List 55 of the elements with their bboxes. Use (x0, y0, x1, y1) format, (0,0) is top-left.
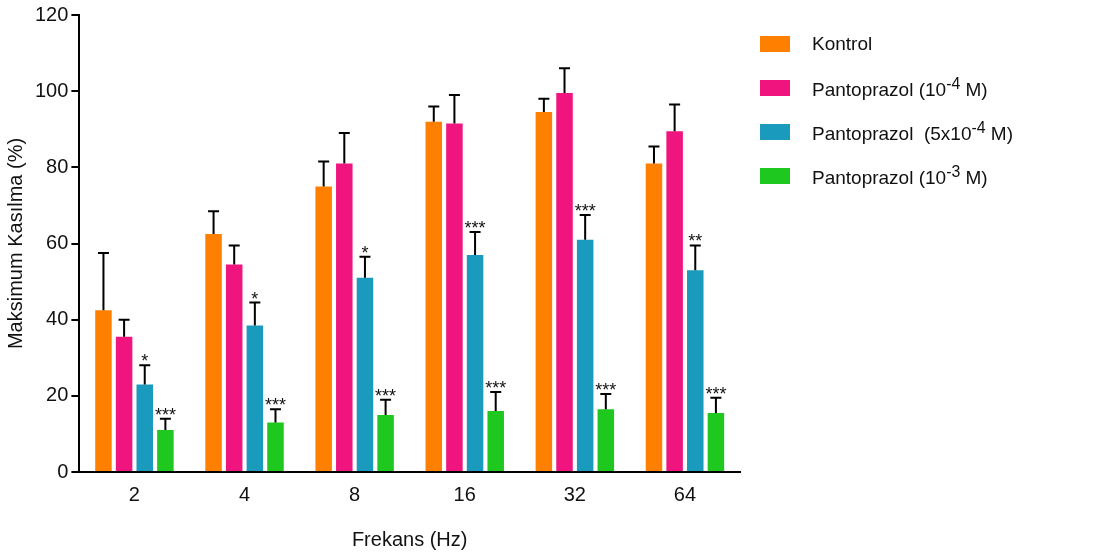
annotation: *** (705, 383, 727, 404)
x-tick-label: 8 (349, 482, 361, 505)
legend-label: Pantoprazol (10$^{-3}$ M) (812, 162, 988, 190)
bar (315, 186, 332, 471)
x-tick-label: 2 (128, 482, 140, 505)
y-tick-label: 120 (34, 2, 69, 25)
bar (597, 409, 615, 471)
annotation: * (141, 351, 149, 372)
bar (645, 163, 663, 471)
annotation: * (361, 242, 369, 263)
bar (136, 384, 153, 471)
annotation: *** (595, 379, 617, 400)
x-tick-label: 16 (453, 482, 476, 505)
bar (115, 336, 133, 471)
y-tick-label: 40 (46, 307, 69, 330)
x-tick-label: 32 (563, 482, 586, 505)
bar (377, 414, 394, 471)
annotation: *** (485, 378, 507, 399)
bar (466, 254, 484, 471)
bar (687, 270, 704, 471)
legend-label: Kontrol (812, 33, 873, 55)
annotation: *** (574, 200, 596, 221)
y-tick-label: 0 (57, 459, 69, 482)
y-tick-label: 80 (46, 154, 69, 177)
bar (425, 121, 443, 471)
bar (336, 163, 353, 471)
bar (446, 123, 463, 471)
y-tick-label: 60 (46, 231, 69, 254)
legend-label: Pantoprazol (5x10$^{-4}$ M) (812, 118, 1014, 146)
y-tick-label: 100 (34, 78, 69, 101)
bar (666, 131, 683, 471)
bar (707, 412, 725, 471)
annotation: *** (464, 218, 486, 239)
bar (576, 239, 594, 471)
annotation: * (251, 288, 259, 309)
annotation: ** (688, 231, 703, 252)
annotation: *** (264, 395, 286, 416)
bar (95, 310, 112, 471)
x-tick-label: 64 (673, 482, 697, 505)
annotation: *** (154, 404, 176, 425)
y-axis-title: Maksimum Kasılma (%) (3, 137, 26, 350)
x-axis-title: Frekans (Hz) (351, 527, 468, 550)
bar (205, 233, 222, 471)
bar (356, 277, 374, 471)
bar (267, 422, 284, 471)
y-tick-label: 20 (46, 383, 69, 406)
bar (487, 411, 504, 471)
bar (225, 264, 243, 471)
legend-label: Pantoprazol (10$^{-4}$ M) (812, 74, 988, 102)
bar (246, 325, 264, 471)
bar (157, 430, 174, 471)
x-tick-label: 4 (238, 482, 251, 505)
bar (556, 93, 573, 471)
bar (535, 112, 553, 471)
annotation: *** (375, 385, 397, 406)
